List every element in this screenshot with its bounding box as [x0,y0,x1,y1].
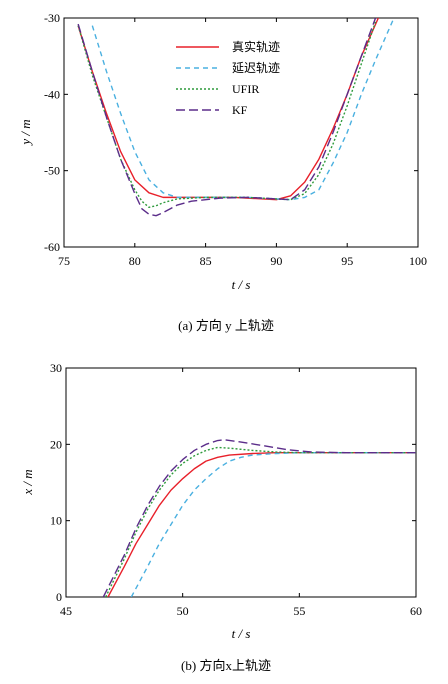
plot-frame-b [65,367,417,598]
x-tick-label-b: 50 [177,604,189,618]
ticks-group-a: 75 80 85 90 95 100 -60 -50 -40 -30 [44,11,427,268]
x-axis-label-b: t / s [232,626,251,641]
x-tick-label-a: 90 [270,254,282,268]
x-tick-label-a: 95 [341,254,353,268]
x-axis-label-a: t / s [232,277,251,292]
legend-label-2: UFIR [232,82,259,96]
legend-label-3: KF [232,103,248,117]
x-tick-label-a: 80 [129,254,141,268]
series-line-a-3 [77,18,377,217]
caption-b: (b) 方向x上轨迹 [181,658,271,673]
series-line-a-1 [91,18,395,201]
series-line-a-0 [77,18,379,201]
x-tick-label-a: 100 [409,254,427,268]
y-axis-label-a: y / m [18,119,33,146]
y-tick-label-a: -30 [44,11,60,25]
series-line-b-1 [130,452,416,597]
legend-label-0: 真实轨迹 [232,39,280,54]
x-tick-label-a: 75 [58,254,70,268]
series-line-a-2 [77,21,377,209]
y-tick-label-a: -60 [44,240,60,254]
series-group-a [77,18,395,217]
legend-label-1: 延迟轨迹 [232,61,280,75]
series-line-b-3 [102,439,416,597]
y-axis-label-b: x / m [20,469,35,495]
y-tick-label-b: 30 [50,361,62,375]
caption-a: (a) 方向 y 上轨迹 [178,318,274,333]
y-tick-label-b: 10 [50,514,62,528]
series-line-b-0 [107,452,416,597]
series-group-b [102,439,416,597]
x-tick-label-b: 55 [293,604,305,618]
y-tick-label-a: -50 [44,164,60,178]
x-tick-label-a: 85 [200,254,212,268]
series-line-b-2 [105,446,416,597]
panel-x-trajectory: 45 50 55 60 0 10 20 30 t / s x / m (b) 方向x上轨迹 [20,361,422,673]
plot-frame-a [63,17,419,248]
y-tick-label-a: -40 [44,87,60,101]
x-tick-label-b: 45 [60,604,72,618]
y-tick-label-b: 0 [56,590,62,604]
ticks-group-b: 45 50 55 60 0 10 20 30 [50,361,422,618]
y-tick-label-b: 20 [50,437,62,451]
x-tick-label-b: 60 [410,604,422,618]
